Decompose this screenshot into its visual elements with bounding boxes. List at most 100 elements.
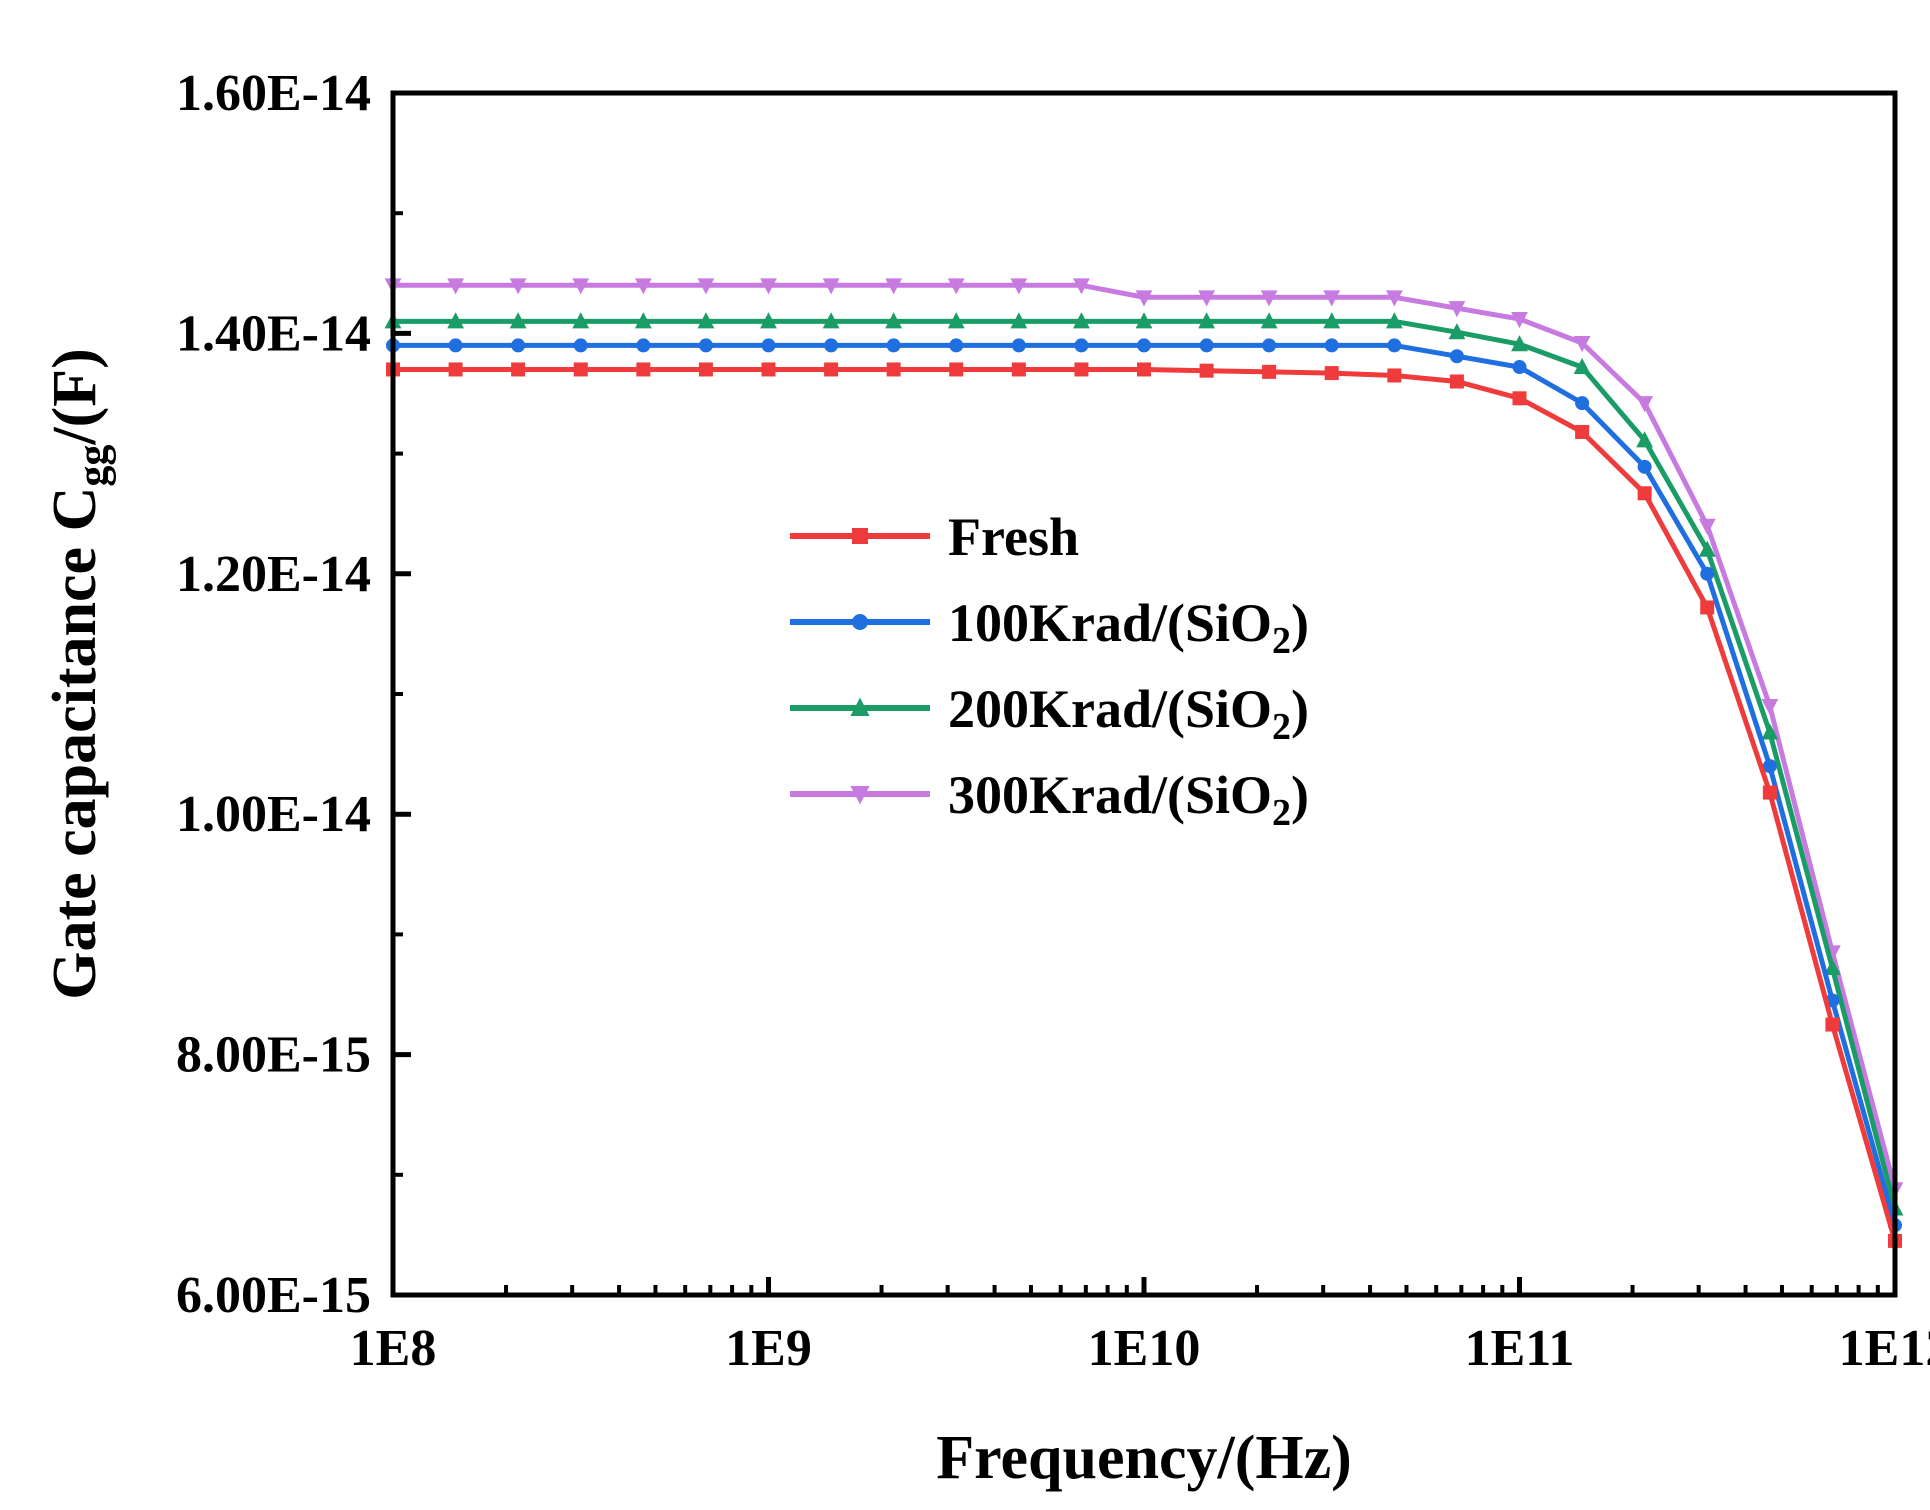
data-point — [572, 278, 590, 295]
legend-entry: 300Krad/(SiO2) — [790, 765, 1309, 834]
series-200krad-sio2 — [384, 312, 1904, 1216]
data-point — [1387, 368, 1402, 383]
legend-label: 200Krad/(SiO2) — [948, 679, 1309, 748]
data-point — [1573, 357, 1591, 375]
data-point — [1761, 699, 1779, 716]
data-point — [509, 278, 527, 295]
data-point — [509, 312, 527, 329]
data-point — [1074, 338, 1089, 353]
data-point — [824, 362, 839, 377]
data-point — [511, 362, 526, 377]
data-point — [1700, 600, 1715, 615]
data-point — [1198, 290, 1216, 307]
data-point — [448, 338, 463, 353]
data-point — [949, 338, 964, 353]
data-point — [511, 338, 526, 353]
y-tick-label: 6.00E-15 — [176, 1267, 371, 1324]
data-point — [885, 278, 903, 295]
data-point — [886, 362, 901, 377]
data-point — [1387, 338, 1402, 353]
x-tick-label: 1E9 — [725, 1320, 812, 1377]
series-fresh — [386, 362, 1902, 1248]
legend-swatch-marker — [852, 528, 868, 544]
data-point — [1511, 311, 1528, 329]
data-point — [447, 278, 465, 295]
data-point — [761, 338, 776, 353]
data-point — [1512, 360, 1527, 375]
data-point — [1575, 396, 1590, 411]
data-point — [1137, 338, 1151, 353]
plot-frame — [390, 90, 1898, 1298]
y-axis-title-subscript: gg — [71, 445, 117, 487]
data-point — [822, 278, 840, 295]
data-point — [1198, 312, 1216, 329]
data-point — [1575, 424, 1590, 439]
data-point — [1573, 336, 1591, 353]
data-point — [698, 338, 713, 353]
data-point — [573, 338, 588, 353]
data-point — [1761, 723, 1779, 740]
data-point — [1323, 290, 1341, 307]
data-point — [1011, 338, 1026, 353]
data-point — [1010, 312, 1028, 329]
data-point — [1135, 312, 1153, 329]
data-point — [447, 312, 465, 329]
data-point — [573, 362, 588, 377]
legend-entry: 200Krad/(SiO2) — [790, 679, 1309, 748]
data-point — [760, 278, 777, 295]
tick-labels: 1E8 1E9 1E10 1E11 1E12 6.00E-15 8.00E-15 1.00E-… — [176, 65, 1930, 1377]
y-tick-label: 1.00E-14 — [176, 786, 371, 843]
data-point — [1448, 323, 1466, 340]
data-point — [1323, 312, 1341, 329]
x-tick-label: 1E11 — [1465, 1320, 1575, 1377]
data-point — [572, 312, 590, 329]
x-tick-label: 1E8 — [350, 1320, 437, 1377]
data-point — [1636, 431, 1654, 448]
data-point — [1698, 518, 1716, 535]
data-point — [1385, 312, 1403, 329]
y-tick-label: 1.60E-14 — [176, 65, 371, 122]
legend-entry: 100Krad/(SiO2) — [790, 593, 1309, 662]
legend-swatch-marker — [850, 786, 870, 805]
data-point — [1262, 338, 1277, 353]
data-point — [1199, 338, 1214, 353]
data-point — [634, 278, 652, 295]
y-axis-title-main: Gate capacitance C — [41, 487, 109, 1000]
data-point — [760, 312, 777, 329]
legend-swatch-marker — [852, 614, 868, 630]
data-point — [1073, 278, 1090, 295]
data-point — [1448, 301, 1466, 318]
legend-swatch-marker — [850, 697, 870, 716]
series-300krad-sio2 — [384, 278, 1904, 1199]
y-tick-label: 8.00E-15 — [176, 1027, 371, 1084]
legend: Fresh 100Krad/(SiO2) 200Krad/(SiO2) 300Krad… — [790, 507, 1309, 834]
data-point — [1262, 364, 1277, 379]
data-point — [1324, 338, 1339, 353]
x-tick-label: 1E12 — [1839, 1320, 1930, 1377]
data-point — [1449, 374, 1464, 389]
y-tick-label: 1.40E-14 — [176, 305, 371, 362]
data-point — [1636, 396, 1654, 413]
data-point — [1512, 391, 1527, 406]
data-point — [1762, 759, 1777, 774]
data-point — [886, 338, 901, 353]
data-point — [697, 312, 715, 329]
data-point — [636, 362, 651, 377]
y-axis-title: Gate capacitance Cgg/(F) — [41, 348, 117, 999]
data-point — [1073, 312, 1090, 329]
data-point — [1449, 349, 1464, 364]
data-point — [1011, 362, 1026, 377]
data-point — [1637, 459, 1652, 474]
legend-label: 100Krad/(SiO2) — [948, 593, 1309, 662]
data-point — [1074, 362, 1089, 377]
data-point — [1700, 566, 1715, 581]
legend-entry: Fresh — [790, 507, 1079, 567]
x-axis-title: Frequency/(Hz) — [936, 1424, 1352, 1492]
series-group — [384, 278, 1904, 1248]
data-point — [1825, 1017, 1840, 1032]
data-point — [636, 338, 651, 353]
data-point — [1385, 290, 1403, 307]
